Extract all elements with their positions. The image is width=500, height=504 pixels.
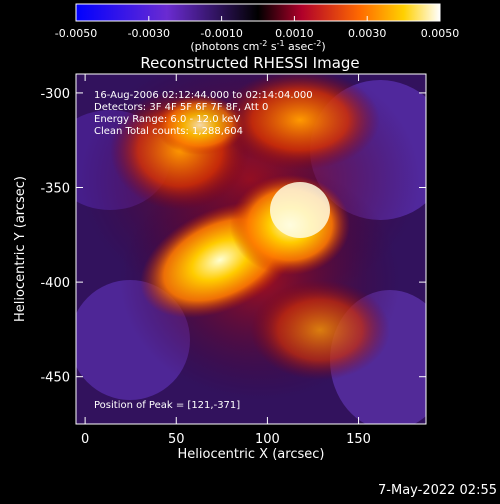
colorbar-tick-label: -0.0010 xyxy=(200,27,242,40)
axes: 0 50 100 150 -300 -350 -400 -450 xyxy=(40,74,426,447)
x-tick-label: 50 xyxy=(168,432,185,447)
x-axis-label: Heliocentric X (arcsec) xyxy=(178,447,325,462)
colorbar-unit-label: (photons cm-2 s-1 asec-2) xyxy=(190,39,325,53)
emission-map xyxy=(76,74,426,424)
colorbar-ticks: -0.0050 -0.0030 -0.0010 0.0010 0.0030 0.0050 xyxy=(55,16,459,40)
colorbar-tick-label: -0.0030 xyxy=(128,27,170,40)
colorbar: -0.0050 -0.0030 -0.0010 0.0010 0.0030 0.0050 … xyxy=(55,3,459,53)
x-tick-label: 150 xyxy=(346,432,371,447)
annotation-line: Detectors: 3F 4F 5F 6F 7F 8F, Att 0 xyxy=(94,102,268,113)
annotation-block: 16-Aug-2006 02:12:44.000 to 02:14:04.000… xyxy=(94,90,313,137)
colorbar-tick-label: 0.0010 xyxy=(275,27,314,40)
annotation-line: Clean Total counts: 1,288,604 xyxy=(94,126,243,137)
peak-position-label: Position of Peak = [121,-371] xyxy=(94,400,240,411)
colorbar-tick-label: 0.0030 xyxy=(348,27,387,40)
plot-area: 0 50 100 150 -300 -350 -400 -450 xyxy=(40,73,427,447)
y-tick-label: -350 xyxy=(40,182,70,197)
y-axis-label: Heliocentric Y (arcsec) xyxy=(13,176,28,322)
plot-frame xyxy=(75,73,427,425)
chart-title: Reconstructed RHESSI Image xyxy=(140,54,359,72)
colorbar-tick-label: -0.0050 xyxy=(55,27,97,40)
colorbar-gradient xyxy=(75,3,441,22)
y-tick-label: -450 xyxy=(40,371,70,386)
colorbar-tick-label: 0.0050 xyxy=(421,27,460,40)
annotation-line: 16-Aug-2006 02:12:44.000 to 02:14:04.000 xyxy=(94,90,313,101)
x-tick-label: 0 xyxy=(81,432,89,447)
y-tick-label: -300 xyxy=(40,87,70,102)
annotation-line: Energy Range: 6.0 - 12.0 keV xyxy=(94,114,240,125)
x-tick-label: 100 xyxy=(255,432,280,447)
footer-date: 7-May-2022 02:55 xyxy=(378,483,497,498)
y-tick-label: -400 xyxy=(40,276,70,291)
